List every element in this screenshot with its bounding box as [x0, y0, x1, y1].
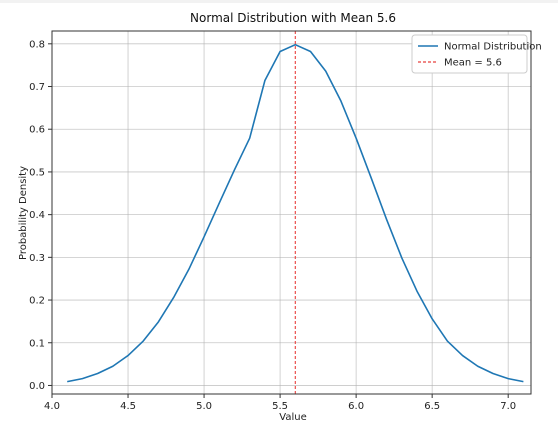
- y-tick-label: 0.6: [29, 125, 45, 136]
- x-tick-label: 6.5: [424, 401, 440, 412]
- y-tick-label: 0.0: [29, 381, 45, 392]
- legend: Normal Distribution Mean = 5.6: [411, 34, 542, 74]
- y-tick-label: 0.4: [29, 210, 45, 221]
- x-tick-label: 4.0: [44, 401, 60, 412]
- x-tick-label: 5.5: [272, 401, 288, 412]
- x-tick-label: 4.5: [120, 401, 136, 412]
- x-tick-label: 5.0: [196, 401, 212, 412]
- x-axis-label: Value: [279, 412, 306, 423]
- plot-area-background: [52, 31, 531, 394]
- legend-label-mean: Mean = 5.6: [444, 58, 502, 69]
- y-tick-label: 0.3: [29, 253, 45, 264]
- normal-distribution-line: [67, 43, 524, 383]
- y-tick-label: 0.7: [29, 82, 45, 93]
- legend-label-normal: Normal Distribution: [444, 42, 542, 53]
- ticks: 4.0 4.5 5.0 5.5 6.0 6.5 7.0 0.0 0.1 0.2 0.3 0.4 0.5 0…: [29, 39, 516, 412]
- x-tick-label: 6.0: [348, 401, 364, 412]
- top-border: [0, 0, 558, 3]
- grid: [51, 31, 531, 394]
- x-tick-label: 7.0: [500, 401, 516, 412]
- chart-title: Normal Distribution with Mean 5.6: [190, 11, 396, 25]
- y-tick-label: 0.2: [29, 296, 45, 307]
- legend-box: [411, 34, 528, 74]
- y-axis-label: Probability Density: [18, 166, 29, 260]
- y-tick-label: 0.5: [29, 167, 45, 178]
- y-tick-label: 0.1: [29, 338, 45, 349]
- plot-frame: [51, 30, 532, 395]
- curve-layer: [67, 43, 524, 383]
- y-tick-label: 0.8: [29, 39, 45, 50]
